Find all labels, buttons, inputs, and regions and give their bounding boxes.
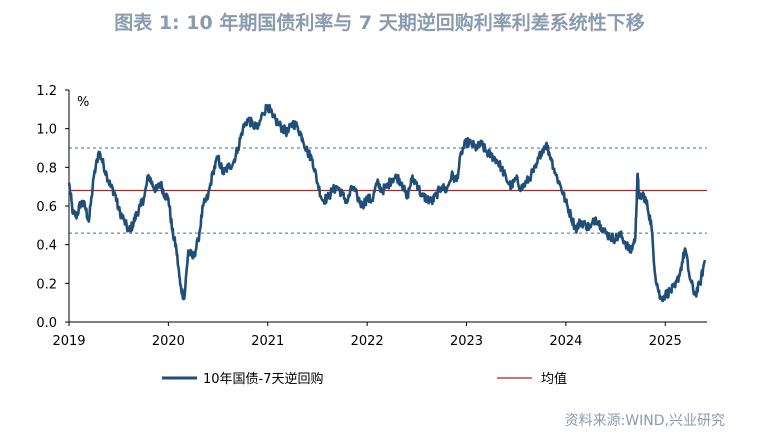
x-tick-label: 2022 <box>351 334 384 349</box>
y-tick-label: 1.0 <box>36 123 57 138</box>
x-tick-label: 2024 <box>549 334 582 349</box>
y-tick-label: 0.4 <box>36 239 57 254</box>
y-tick-label: 0.2 <box>36 277 57 292</box>
x-tick-label: 2019 <box>52 334 85 349</box>
legend-label-mean: 均值 <box>541 371 567 387</box>
y-tick-label: 1.2 <box>36 84 57 99</box>
x-tick-label: 2021 <box>251 334 284 349</box>
y-tick-label: 0.8 <box>36 161 57 176</box>
x-tick-label: 2023 <box>450 334 483 349</box>
x-tick-label: 2025 <box>649 334 682 349</box>
reference-lines <box>69 148 707 233</box>
source-note: 资料来源:WIND,兴业研究 <box>565 410 725 430</box>
series-layer <box>69 105 705 301</box>
legend-label-spread: 10年国债-7天逆回购 <box>203 371 324 387</box>
y-tick-label: 0.0 <box>36 316 57 331</box>
chart-canvas: 0.0 0.2 0.4 0.6 0.8 1.0 1.2% 2019 2020 2021 2022 20… <box>0 0 759 439</box>
y-axis-unit: % <box>77 95 89 110</box>
y-tick-label: 0.6 <box>36 200 57 215</box>
series-line-spread <box>69 105 705 301</box>
legend: 10年国债-7天逆回购 均值 <box>162 371 567 387</box>
x-tick-label: 2020 <box>152 334 185 349</box>
